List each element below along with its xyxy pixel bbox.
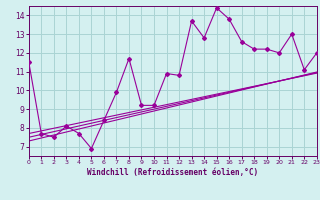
X-axis label: Windchill (Refroidissement éolien,°C): Windchill (Refroidissement éolien,°C) — [87, 168, 258, 177]
